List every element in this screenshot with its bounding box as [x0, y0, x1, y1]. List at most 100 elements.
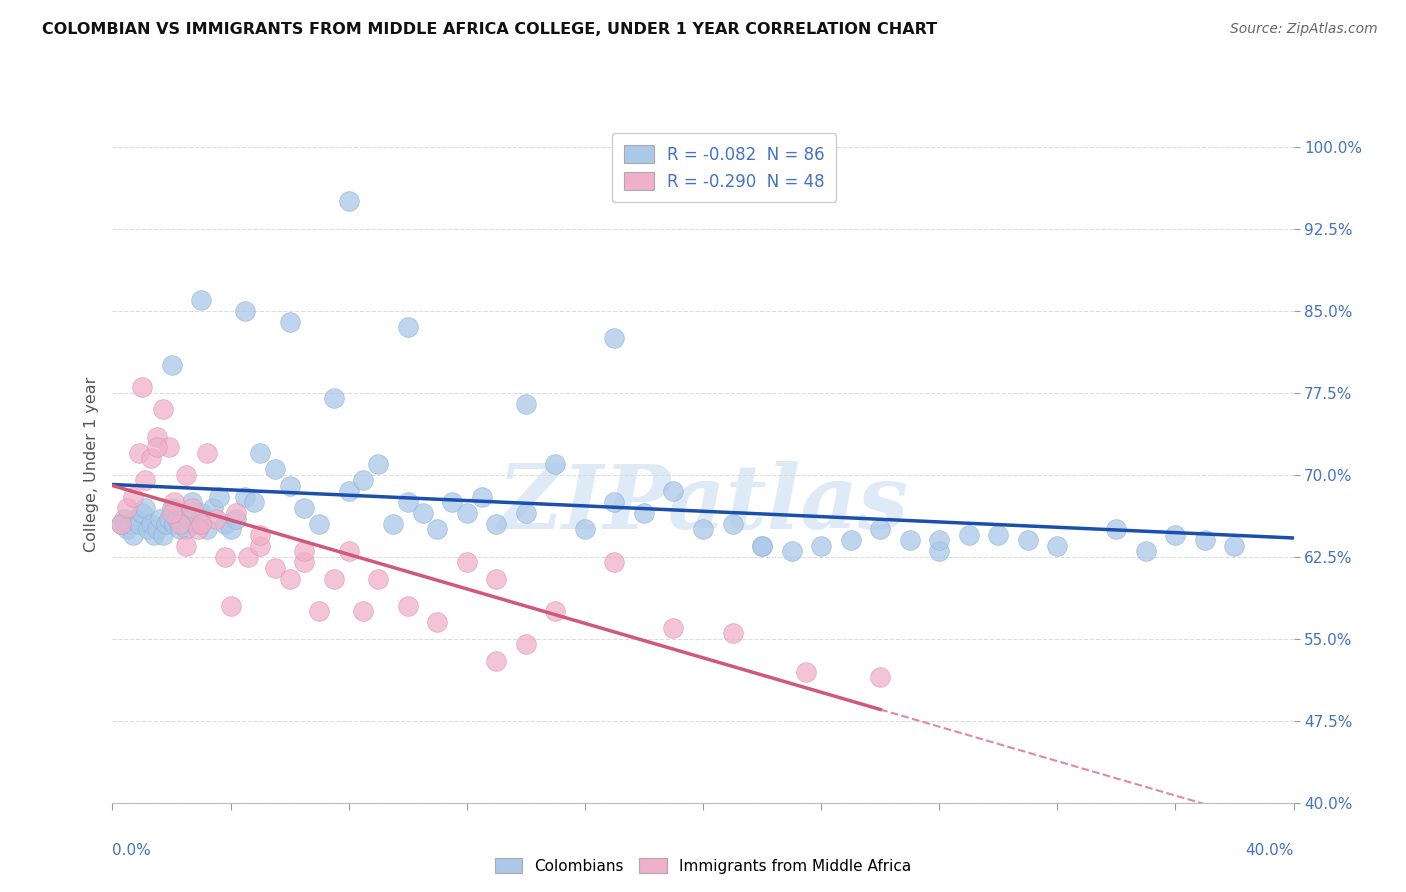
Point: [163, 516, 186, 531]
Point: [134, 473, 156, 487]
Point: [515, 397, 537, 411]
Point: [337, 544, 360, 558]
Point: [603, 495, 626, 509]
Point: [292, 500, 315, 515]
Point: [352, 604, 374, 618]
Point: [174, 467, 197, 482]
Point: [574, 523, 596, 537]
Point: [839, 533, 862, 548]
Point: [128, 446, 150, 460]
Point: [122, 490, 145, 504]
Point: [544, 604, 567, 618]
Point: [181, 495, 204, 509]
Point: [278, 479, 301, 493]
Point: [603, 555, 626, 569]
Point: [692, 523, 714, 537]
Point: [190, 516, 212, 531]
Point: [662, 621, 685, 635]
Point: [485, 654, 508, 668]
Point: [278, 315, 301, 329]
Point: [152, 528, 174, 542]
Point: [633, 506, 655, 520]
Point: [751, 539, 773, 553]
Point: [337, 194, 360, 209]
Point: [485, 516, 508, 531]
Point: [136, 523, 159, 537]
Point: [603, 331, 626, 345]
Point: [233, 303, 256, 318]
Point: [367, 457, 389, 471]
Point: [1194, 533, 1216, 548]
Point: [219, 599, 242, 613]
Point: [426, 615, 449, 630]
Point: [169, 516, 191, 531]
Point: [184, 516, 207, 531]
Point: [1105, 523, 1128, 537]
Point: [249, 446, 271, 460]
Point: [195, 446, 218, 460]
Point: [181, 500, 204, 515]
Point: [292, 555, 315, 569]
Point: [412, 506, 434, 520]
Point: [898, 533, 921, 548]
Point: [157, 511, 180, 525]
Legend: Colombians, Immigrants from Middle Africa: Colombians, Immigrants from Middle Afric…: [489, 852, 917, 880]
Point: [214, 549, 236, 564]
Point: [957, 528, 980, 542]
Point: [1017, 533, 1039, 548]
Point: [125, 511, 148, 525]
Point: [152, 402, 174, 417]
Point: [352, 473, 374, 487]
Legend: R = -0.082  N = 86, R = -0.290  N = 48: R = -0.082 N = 86, R = -0.290 N = 48: [612, 133, 837, 202]
Point: [128, 516, 150, 531]
Point: [225, 511, 247, 525]
Point: [544, 457, 567, 471]
Point: [796, 665, 818, 679]
Point: [195, 523, 218, 537]
Point: [174, 523, 197, 537]
Point: [308, 516, 330, 531]
Point: [139, 516, 162, 531]
Point: [122, 528, 145, 542]
Point: [243, 495, 266, 509]
Point: [146, 523, 169, 537]
Point: [201, 500, 224, 515]
Point: [208, 490, 231, 504]
Point: [810, 539, 832, 553]
Point: [238, 549, 260, 564]
Point: [225, 506, 247, 520]
Point: [869, 523, 891, 537]
Point: [214, 516, 236, 531]
Point: [117, 523, 138, 537]
Point: [382, 516, 405, 531]
Point: [264, 462, 287, 476]
Point: [157, 441, 180, 455]
Point: [190, 506, 212, 520]
Point: [987, 528, 1010, 542]
Point: [470, 490, 494, 504]
Point: [337, 484, 360, 499]
Point: [662, 484, 685, 499]
Point: [146, 429, 169, 443]
Point: [219, 523, 242, 537]
Point: [367, 572, 389, 586]
Point: [264, 560, 287, 574]
Point: [1135, 544, 1157, 558]
Point: [1223, 539, 1246, 553]
Point: [869, 670, 891, 684]
Point: [515, 506, 537, 520]
Point: [163, 495, 186, 509]
Point: [142, 528, 165, 542]
Point: [134, 500, 156, 515]
Point: [166, 511, 188, 525]
Point: [149, 511, 172, 525]
Point: [1164, 528, 1187, 542]
Point: [396, 320, 419, 334]
Text: ZIPatlas: ZIPatlas: [498, 461, 908, 548]
Y-axis label: College, Under 1 year: College, Under 1 year: [83, 376, 98, 551]
Point: [249, 528, 271, 542]
Point: [928, 544, 950, 558]
Point: [179, 511, 201, 525]
Point: [112, 511, 135, 525]
Text: 0.0%: 0.0%: [112, 843, 152, 858]
